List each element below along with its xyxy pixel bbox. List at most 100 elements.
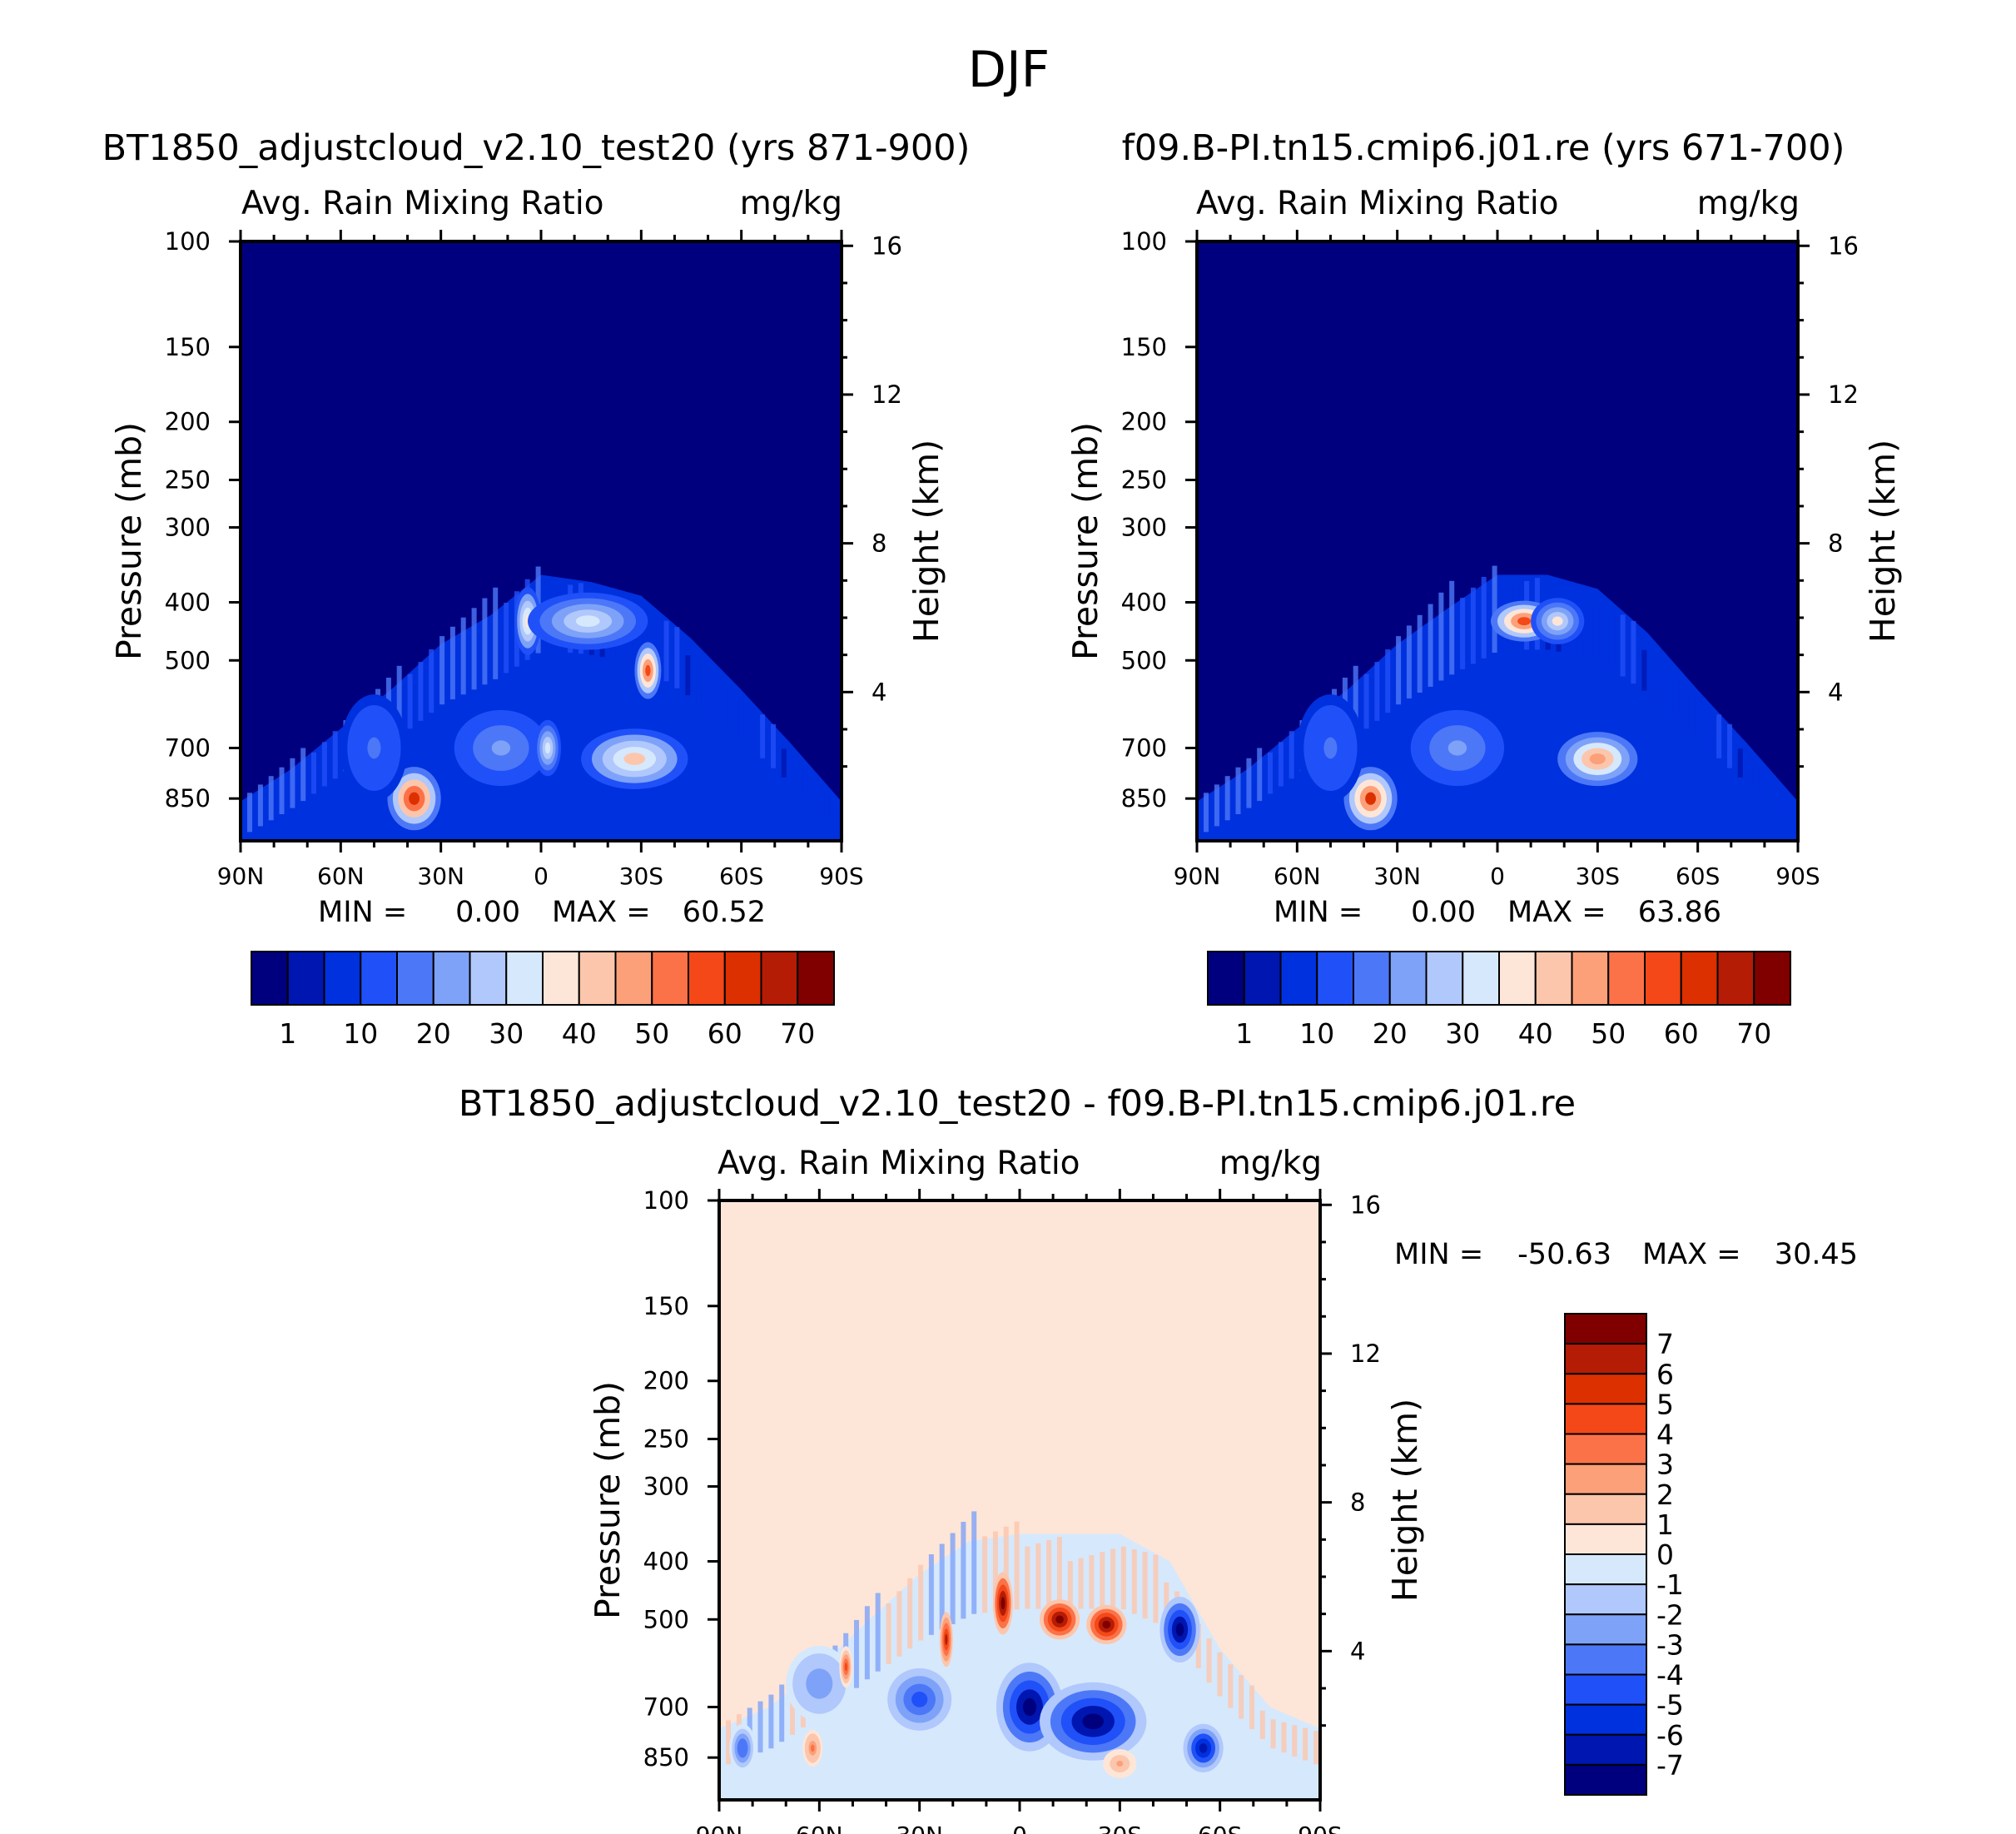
p3-streak: [1313, 1731, 1318, 1765]
panel-3-ylabel-right: Height (km): [1385, 1399, 1425, 1602]
p3-streak: [779, 1684, 785, 1742]
cbar1-swatch: [286, 951, 325, 1006]
p2-streak: [1631, 621, 1636, 684]
p1-contour-1-4: [623, 753, 646, 765]
p2-streak: [1268, 752, 1273, 794]
panel-1-stats: MIN = 0.00 MAX = 60.52: [318, 896, 766, 929]
cbar2-swatch: [1498, 951, 1537, 1006]
panel-1-ylabel-right: Height (km): [906, 440, 946, 643]
p2-streak: [1214, 784, 1219, 827]
cbar2-swatch: [1316, 951, 1354, 1006]
panel-1: BT1850_adjustcloud_v2.10_test20 (yrs 871…: [102, 127, 971, 1050]
p1-streak: [685, 655, 691, 696]
p3-ytick-right-label: 8: [1350, 1489, 1365, 1517]
p3-streak: [854, 1619, 859, 1688]
p3-contour-1-4: [1055, 1615, 1064, 1624]
cbar3-swatch: [1564, 1763, 1647, 1796]
p2-streak: [1438, 592, 1444, 681]
p1-streak: [471, 608, 477, 690]
p2-streak: [1470, 587, 1476, 664]
panel-3-stats: MIN = -50.63 MAX = 30.45: [1394, 1238, 1858, 1271]
p3-streak: [1025, 1546, 1030, 1609]
p3-streak: [864, 1606, 870, 1680]
cbar3-label: -2: [1656, 1598, 1684, 1631]
p1-streak: [642, 608, 648, 667]
p3-streak: [886, 1603, 891, 1664]
p2-streak: [1673, 676, 1679, 720]
p3-streak: [1164, 1582, 1169, 1628]
p1-xtick-label: 30S: [619, 862, 663, 890]
cbar3-swatch: [1564, 1613, 1647, 1646]
p1-streak: [449, 626, 455, 700]
cbar2-swatch: [1571, 951, 1610, 1006]
p3-streak: [1035, 1543, 1041, 1609]
p1-ytick-label: 700: [165, 733, 211, 762]
p1-streak: [663, 620, 669, 682]
panel-3-variable-label: Avg. Rain Mixing Ratio: [718, 1145, 1080, 1182]
p3-streak: [1239, 1675, 1244, 1719]
p3-streak: [875, 1593, 881, 1672]
p2-streak: [1353, 665, 1358, 737]
panel-3-plot: Pressure (mb) Height (km) 90N 60N 30N 0 30S 6…: [588, 1186, 1425, 1834]
p2-ytick-label: 200: [1121, 408, 1167, 436]
p3-streak: [726, 1720, 731, 1765]
cbar1-label: 60: [708, 1017, 742, 1050]
p1-streak: [771, 723, 776, 768]
panel-1-min-label: MIN =: [318, 896, 407, 929]
cbar2-swatch: [1607, 951, 1646, 1006]
p1-streak: [813, 778, 819, 809]
p1-ytick-label: 200: [165, 408, 211, 436]
panel-2-ylabel-left: Pressure (mb): [1065, 422, 1105, 660]
p2-ytick-label: 700: [1121, 733, 1167, 762]
p3-streak: [939, 1543, 945, 1630]
cbar2-label: 20: [1373, 1017, 1408, 1050]
cbar3-swatch: [1564, 1553, 1647, 1586]
p2-ytick-right-label: 12: [1828, 380, 1859, 409]
p3-xtick-label: 30S: [1098, 1822, 1142, 1834]
cbar3-label: 2: [1656, 1479, 1674, 1511]
cbar1-swatch: [323, 951, 362, 1006]
p2-xtick-label: 90S: [1775, 862, 1820, 890]
p3-contour-12-4: [945, 1633, 948, 1645]
p1-xtick-label: 90N: [217, 862, 265, 890]
p3-ytick-label: 400: [643, 1547, 689, 1575]
p3-streak: [1292, 1725, 1298, 1757]
cbar1-swatch: [760, 951, 799, 1006]
p3-streak: [950, 1533, 956, 1624]
p1-streak: [824, 789, 830, 820]
p2-xtick-label: 60S: [1676, 862, 1720, 890]
cbar1-label: 30: [489, 1017, 524, 1050]
p2-xtick-label: 30S: [1576, 862, 1620, 890]
cbar2-swatch: [1207, 951, 1245, 1006]
panel-1-title: BT1850_adjustcloud_v2.10_test20 (yrs 871…: [102, 127, 971, 169]
p1-contour-4-4: [645, 664, 651, 677]
cbar3-label: -1: [1656, 1568, 1684, 1601]
cbar3-label: -4: [1656, 1659, 1684, 1692]
p1-ytick-right-label: 8: [871, 529, 886, 558]
p1-streak: [429, 649, 434, 713]
p2-ytick-label: 100: [1121, 227, 1167, 256]
p1-ytick-label: 300: [165, 514, 211, 542]
p1-streak: [247, 793, 252, 833]
cbar2-swatch: [1534, 951, 1573, 1006]
panel-2-variable-label: Avg. Rain Mixing Ratio: [1196, 185, 1559, 222]
p2-ytick-right-label: 16: [1828, 231, 1859, 260]
p3-streak: [757, 1701, 763, 1753]
cbar1-swatch: [578, 951, 617, 1006]
cbar1-swatch: [651, 951, 689, 1006]
p1-contour-3-4: [575, 615, 600, 627]
panel-2-plot: Pressure (mb) Height (km) 90N 60N 30N 0 30S 6…: [1065, 227, 1903, 890]
cbar2-swatch: [1716, 951, 1755, 1006]
p3-streak: [1195, 1623, 1201, 1668]
p1-streak: [418, 662, 424, 721]
p1-ytick-label: 150: [165, 333, 211, 361]
p3-streak: [1259, 1710, 1265, 1739]
p1-streak: [439, 636, 445, 705]
p3-streak: [1089, 1555, 1095, 1609]
panel-1-ylabel-left: Pressure (mb): [109, 422, 149, 660]
p3-ytick-right-label: 4: [1350, 1637, 1365, 1665]
panel-3-max-label: MAX =: [1642, 1238, 1741, 1271]
p1-ytick-label: 100: [165, 227, 211, 256]
p1-ytick-right-label: 16: [871, 231, 902, 260]
p2-streak: [1706, 704, 1711, 748]
